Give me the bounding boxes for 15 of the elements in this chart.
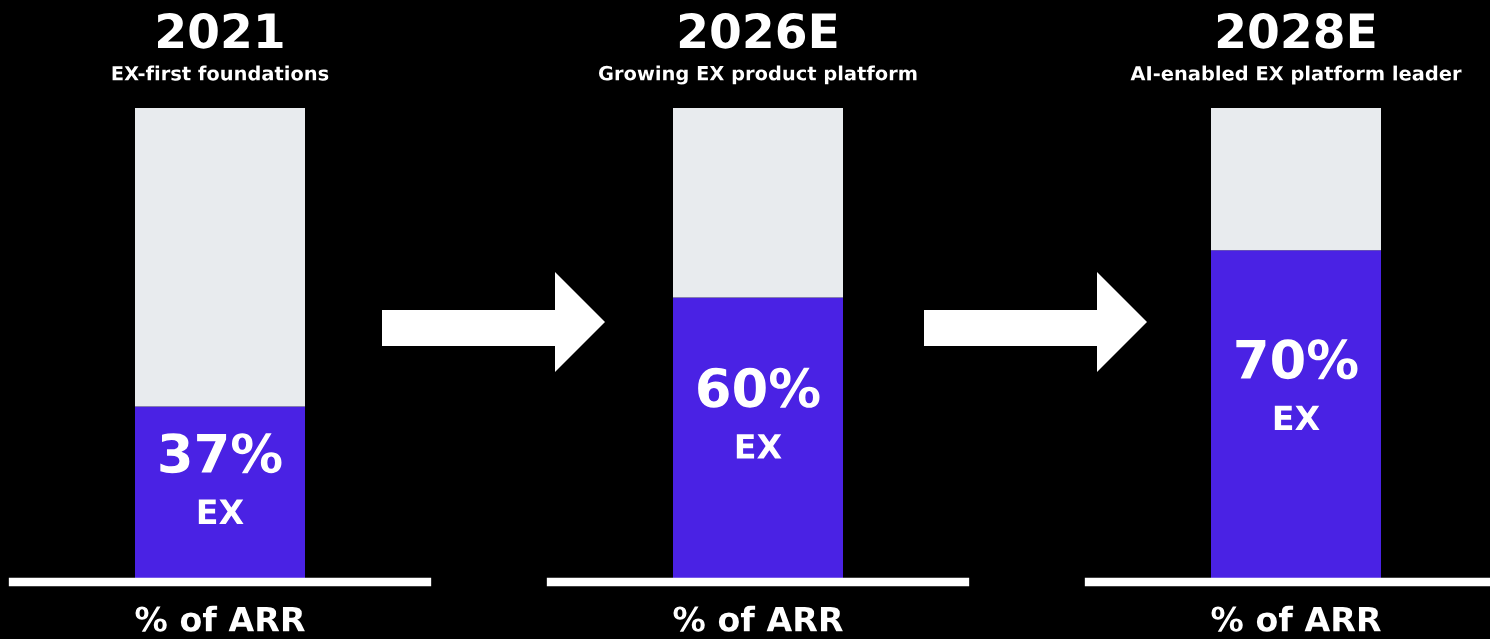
- chart-title: 2021: [158, 12, 283, 49]
- data-label: 60%: [698, 367, 820, 408]
- x-axis-title: % of ARR: [135, 605, 305, 632]
- chart-subtitle: AI-enabled EX platform leader: [1130, 65, 1462, 85]
- series-label: EX: [198, 499, 244, 524]
- data-label: 37%: [160, 433, 282, 474]
- series-label: EX: [736, 434, 782, 459]
- x-axis-title: % of ARR: [673, 605, 843, 632]
- chart-subtitle: EX-first foundations: [112, 65, 329, 81]
- x-axis-title: % of ARR: [1211, 605, 1381, 632]
- chart-subtitle: Growing EX product platform: [598, 65, 917, 85]
- data-label: 70%: [1236, 339, 1358, 380]
- chart-title: 2028E: [1217, 12, 1375, 49]
- chart-title: 2026E: [679, 12, 837, 49]
- series-label: EX: [1274, 405, 1320, 431]
